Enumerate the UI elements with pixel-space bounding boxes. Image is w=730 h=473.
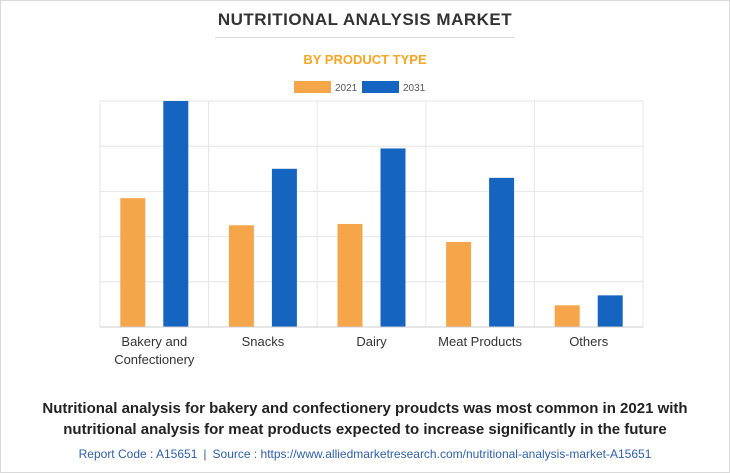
title-divider (215, 37, 515, 38)
source-link[interactable]: Source : https://www.alliedmarketresearc… (212, 447, 652, 461)
legend-swatch-2031 (362, 81, 399, 93)
x-tick-label: Bakery and Confectionery (114, 334, 195, 367)
bar-2021 (120, 198, 146, 327)
bar-2031 (489, 177, 515, 327)
bar-2031 (597, 295, 623, 327)
bar-2021 (228, 225, 254, 327)
footer-separator: | (203, 447, 207, 461)
x-tick-label: Meat Products (438, 334, 522, 349)
bar-2031 (380, 148, 406, 327)
chart-caption: Nutritional analysis for bakery and conf… (42, 400, 688, 438)
source-footer: Report Code : A15651 | Source : https://ww… (0, 447, 730, 461)
bar-2031 (163, 101, 189, 327)
bar-2021 (446, 242, 472, 327)
bar-chart: Bakery and Confectionery Snacks Dairy Meat P… (99, 81, 644, 367)
legend-label-2031: 2031 (403, 83, 426, 94)
x-tick-label: Dairy (356, 334, 387, 349)
chart-subtitle: BY PRODUCT TYPE (303, 52, 427, 67)
bar-2031 (271, 168, 297, 327)
legend-swatch-2021 (294, 81, 331, 93)
bar-2021 (554, 305, 580, 327)
legend-label-2021: 2021 (335, 83, 358, 94)
bar-2021 (337, 223, 363, 327)
report-code: Report Code : A15651 (78, 447, 198, 461)
chart-title: NUTRITIONAL ANALYSIS MARKET (217, 10, 513, 29)
x-tick-label: Others (569, 334, 609, 349)
x-tick-label: Snacks (242, 334, 285, 349)
